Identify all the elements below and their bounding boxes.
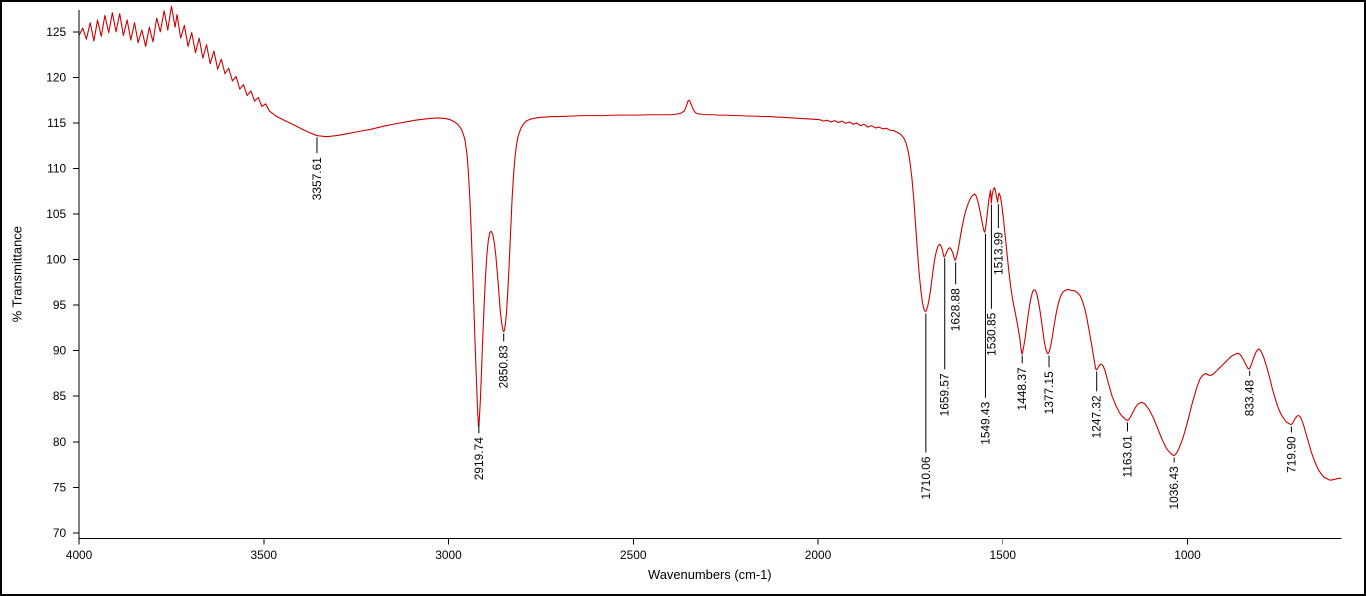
y-axis-title: % Transmittance bbox=[9, 226, 24, 322]
peak-annotation-label: 833.48 bbox=[1243, 379, 1257, 416]
y-tick-label: 75 bbox=[53, 480, 67, 494]
peak-annotation-label: 2850.83 bbox=[497, 345, 511, 388]
y-tick-label: 85 bbox=[53, 389, 67, 403]
y-tick-label: 95 bbox=[53, 298, 67, 312]
peak-annotation-label: 1628.88 bbox=[949, 288, 963, 331]
peak-annotation-label: 719.90 bbox=[1284, 436, 1298, 473]
peak-annotation-label: 1710.06 bbox=[919, 456, 933, 499]
y-tick-label: 80 bbox=[53, 435, 67, 449]
peak-annotation-label: 1530.85 bbox=[984, 312, 998, 355]
peak-annotation-label: 1036.43 bbox=[1167, 466, 1181, 509]
spectrum-trace bbox=[78, 5, 1342, 481]
peak-annotation-label: 3357.61 bbox=[310, 157, 324, 200]
peak-annotation-label: 1513.99 bbox=[991, 232, 1005, 275]
peak-annotation-label: 1448.37 bbox=[1015, 367, 1029, 410]
peak-annotation-label: 1659.57 bbox=[938, 373, 952, 416]
x-tick-label: 3000 bbox=[435, 548, 462, 562]
y-tick-label: 115 bbox=[47, 116, 66, 130]
x-tick-label: 1000 bbox=[1174, 548, 1201, 562]
x-tick-label: 4000 bbox=[66, 548, 93, 562]
y-tick-label: 110 bbox=[47, 161, 66, 175]
y-tick-label: 100 bbox=[46, 253, 66, 267]
x-tick-label: 1500 bbox=[989, 548, 1016, 562]
peak-annotation-label: 1163.01 bbox=[1120, 435, 1134, 478]
y-tick-label: 90 bbox=[53, 344, 67, 358]
y-tick-label: 125 bbox=[46, 25, 66, 39]
x-tick-label: 3500 bbox=[251, 548, 278, 562]
x-axis-title: Wavenumbers (cm-1) bbox=[648, 567, 772, 582]
peak-annotation-label: 1549.43 bbox=[978, 401, 992, 444]
peak-annotation-label: 2919.74 bbox=[472, 437, 486, 480]
x-tick-label: 2000 bbox=[805, 548, 832, 562]
peak-annotation-label: 1247.32 bbox=[1090, 395, 1104, 438]
y-tick-label: 120 bbox=[46, 70, 66, 84]
y-tick-label: 70 bbox=[53, 526, 67, 540]
x-tick-label: 2500 bbox=[620, 548, 647, 562]
plot-layer: 4000 3500 3000 2500 2000 1500 1000 125 120 115 110… bbox=[46, 5, 1342, 562]
y-tick-label: 105 bbox=[46, 207, 66, 221]
peak-annotation-label: 1377.15 bbox=[1042, 371, 1056, 414]
